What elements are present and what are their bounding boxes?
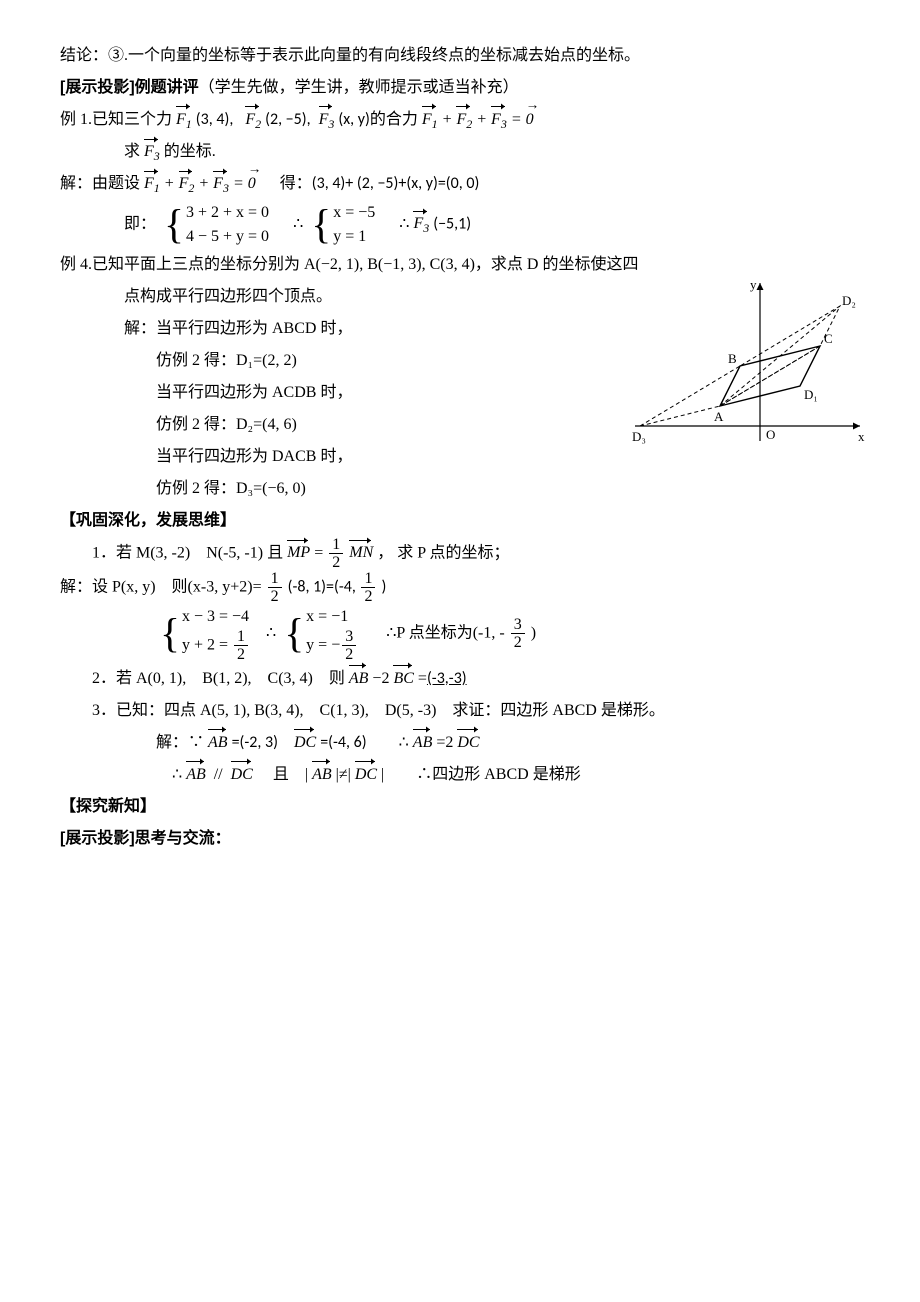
ex1-sol-a: 解：由题设 [60,175,140,192]
ex1-f2: (2, −5), [265,110,311,129]
ex1-ji: 即： [124,215,156,232]
q3-sol1: 解：∵ AB =(-2, 3) DC =(-4, 6) ∴ AB =2 DC [60,727,860,759]
ex1-line2: 求 F3 的坐标. [60,136,860,168]
q3-s1d: ∴ [399,734,409,751]
parallelogram-diagram: O x y A B C D₁ D₂ D₃ [610,271,870,473]
think-heading: [展示投影]思考与交流： [60,823,860,855]
q2-b: −2 [372,670,389,687]
ex1-sys2-l2: y = 1 [333,225,375,249]
ex1-sol1: 解：由题设 F1 + F2 + F3 = 0 得：(3, 4)+ (2, −5)… [60,168,860,200]
q3-sol2: ∴ AB // DC 且 | AB |≠| DC | ∴四边形 ABCD 是梯形 [60,759,860,791]
q3-s2b: // [214,766,223,783]
label-y: y [750,277,757,292]
ex1-f3-ans: (−5,1) [433,214,471,233]
q1-sys2-l2a: y = − [306,636,340,653]
label-O: O [766,427,775,442]
ex1-sys: 即： { 3 + 2 + x = 0 4 − 5 + y = 0 ∴ { x =… [60,201,860,249]
q1-sys2-l1: x = −1 [306,605,358,629]
q2-line: 2．若 A(0, 1), B(1, 2), C(3, 4) 则 AB −2 BC… [60,663,860,695]
q1-sol-b: (-8, 1)=(-4, [288,577,360,596]
consolidation-heading: 【巩固深化，发展思维】 [60,505,860,537]
svg-text:A: A [714,409,724,424]
q3-s2a: ∴ [172,766,182,783]
ex1-sys1-l1: 3 + 2 + x = 0 [186,201,269,225]
ex1-qiu: 求 [124,143,140,160]
q1-sol-c: ) [381,577,386,596]
q3-s1a: 解：∵ [156,734,204,751]
q3-s1e: =2 [436,734,453,751]
q2-a: 2．若 A(0, 1), B(1, 2), C(3, 4) 则 [92,670,345,687]
conclusion-text: 结论：③.一个向量的坐标等于表示此向量的有向线段终点的坐标减去始点的坐标。 [60,40,860,72]
q1-ans-b: ) [531,624,536,641]
explore-heading: 【探究新知】 [60,791,860,823]
q1-sol1: 解：设 P(x, y) 则(x-3, y+2)= 12 (-8, 1)=(-4,… [60,571,860,605]
q2-c: = [418,670,427,687]
ex1-sys1-l2: 4 − 5 + y = 0 [186,225,269,249]
q3-s1c: =(-4, 6) [320,733,366,752]
label-x: x [858,429,865,444]
ex1-zuobiao: 的坐标. [164,143,216,160]
q1-ans-a: ∴P 点坐标为(-1, - [386,624,504,641]
svg-text:C: C [824,331,833,346]
ex4-s6: 仿例 2 得：D₃=(−6, 0) [124,473,860,505]
ex1-f1: (3, 4), [196,110,234,129]
examples-note: （学生先做，学生讲，教师提示或适当补充） [199,79,519,96]
q1-sys1-l1: x − 3 = −4 [182,605,250,629]
section-examples: [展示投影]例题讲评（学生先做，学生讲，教师提示或适当补充） [60,72,860,104]
q3-line1: 3．已知：四点 A(5, 1), B(3, 4), C(1, 3), D(5, … [60,695,860,727]
q3-s2d: |≠| [336,766,351,783]
svg-text:D₃: D₃ [632,429,646,444]
svg-text:D₂: D₂ [842,293,856,308]
q2-ans: (-3,-3) [427,669,467,688]
q3-s2c: 且 | [273,766,308,783]
ex1-line1: 例 1.已知三个力 F1 (3, 4), F2 (2, −5), F3 (x, … [60,104,860,136]
q1-b: ， 求 P 点的坐标； [377,544,509,561]
ex1-head: 例 1.已知三个力 [60,111,172,128]
q1-line1: 1．若 M(3, -2) N(-5, -1) 且 MP = 12 MN ， 求 … [60,537,860,571]
q1-a: 1．若 M(3, -2) N(-5, -1) 且 [92,544,287,561]
examples-heading: [展示投影]例题讲评 [60,79,199,96]
svg-text:D₁: D₁ [804,387,818,402]
svg-text:B: B [728,351,737,366]
q1-sys1-l2a: y + 2 = [182,636,232,653]
ex4-block: O x y A B C D₁ D₂ D₃ 点构成平行四边形四个顶点。 解：当平行… [60,281,860,505]
q1-sys: { x − 3 = −4 y + 2 = 12 ∴ { x = −1 y = −… [60,605,860,663]
ex1-sys2-l1: x = −5 [333,201,375,225]
q3-s1b: =(-2, 3) [232,733,278,752]
q1-sol-a: 解：设 P(x, y) 则(x-3, y+2)= [60,578,262,595]
ex1-sol-b: 得：(3, 4)+ (2, −5)+(x, y)=(0, 0) [280,174,480,193]
q3-s2e: | [381,766,384,783]
diagram-svg: O x y A B C D₁ D₂ D₃ [610,271,870,461]
q3-s2f: ∴四边形 ABCD 是梯形 [416,766,580,783]
ex1-f3: (x, y)的合力 [338,110,418,129]
